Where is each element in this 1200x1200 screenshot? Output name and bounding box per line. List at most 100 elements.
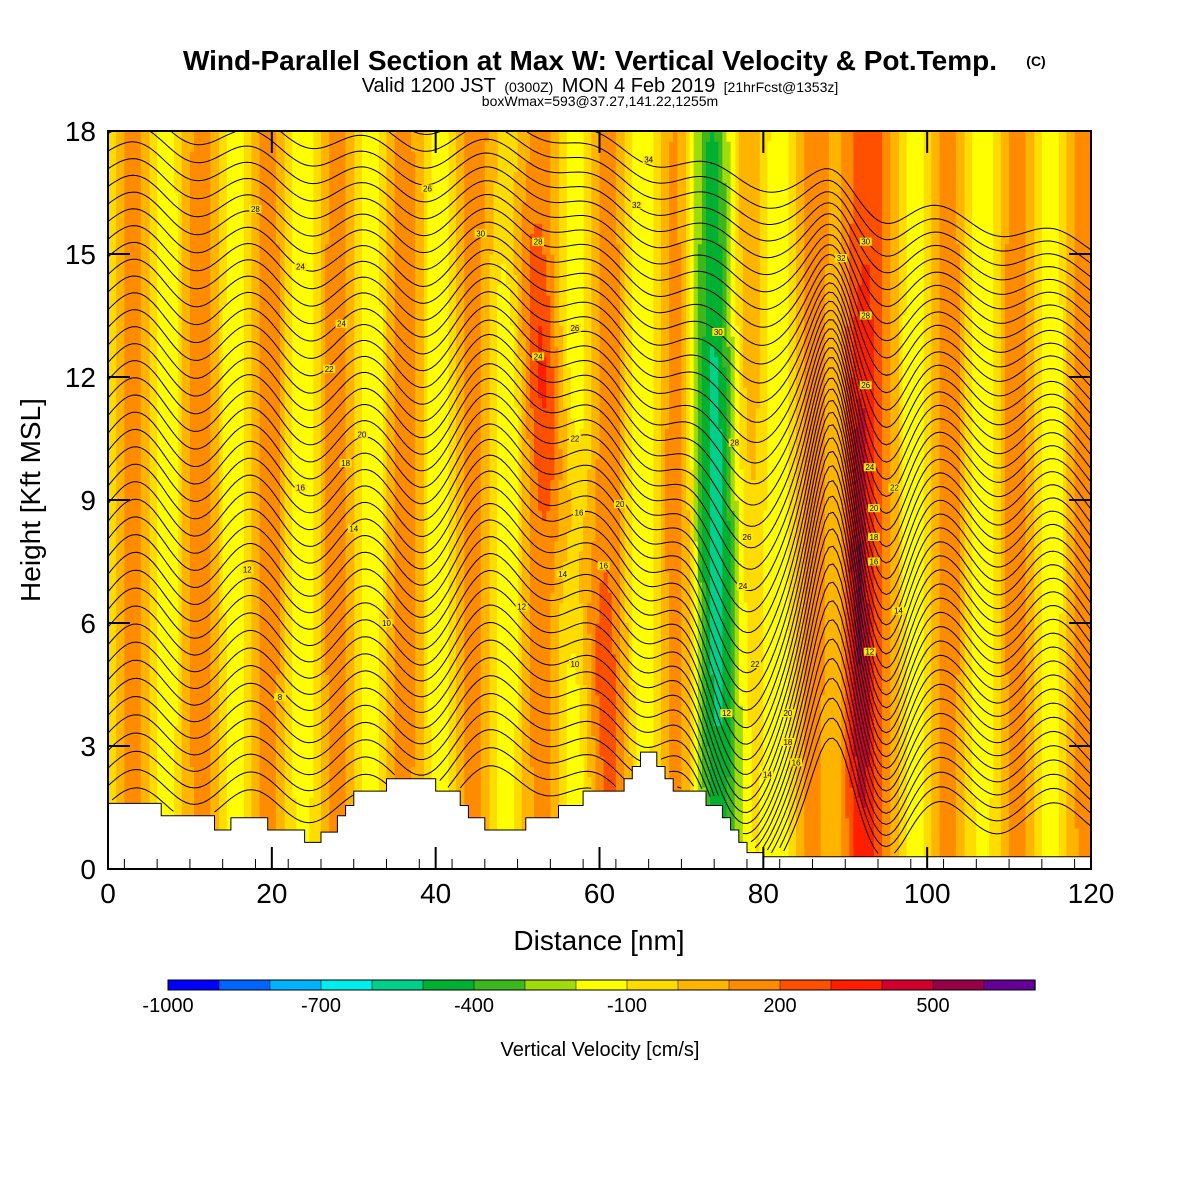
w-cell bbox=[325, 489, 330, 501]
w-cell bbox=[194, 592, 199, 604]
w-cell bbox=[214, 274, 220, 286]
w-cell bbox=[259, 643, 265, 655]
w-cell bbox=[366, 489, 371, 501]
w-cell bbox=[370, 571, 375, 583]
w-cell bbox=[251, 500, 257, 511]
w-cell bbox=[411, 551, 416, 563]
w-cell bbox=[173, 274, 179, 286]
w-cell bbox=[251, 664, 257, 675]
w-cell bbox=[226, 694, 232, 706]
w-cell bbox=[275, 510, 281, 522]
w-cell bbox=[132, 469, 138, 481]
w-cell bbox=[226, 592, 232, 604]
w-cell bbox=[169, 366, 175, 378]
w-cell bbox=[280, 612, 285, 624]
w-cell bbox=[120, 664, 125, 675]
w-cell bbox=[427, 315, 433, 327]
w-cell bbox=[321, 735, 326, 747]
w-cell bbox=[431, 500, 437, 511]
w-cell bbox=[214, 346, 220, 358]
w-cell bbox=[157, 602, 162, 614]
w-cell bbox=[161, 561, 166, 573]
w-cell bbox=[202, 479, 207, 491]
w-cell bbox=[136, 428, 142, 440]
w-cell bbox=[361, 479, 367, 491]
w-cell bbox=[214, 684, 220, 696]
w-cell bbox=[132, 797, 138, 809]
w-cell bbox=[128, 336, 134, 347]
w-cell bbox=[345, 182, 351, 194]
w-cell bbox=[329, 530, 334, 542]
w-cell bbox=[280, 643, 285, 655]
w-cell bbox=[185, 397, 191, 409]
w-cell bbox=[439, 489, 445, 501]
w-cell bbox=[214, 366, 220, 378]
w-cell bbox=[292, 418, 297, 429]
w-cell bbox=[255, 397, 261, 409]
w-cell bbox=[210, 336, 216, 347]
w-cell bbox=[366, 243, 371, 255]
w-cell bbox=[398, 459, 404, 470]
w-cell bbox=[185, 438, 191, 450]
w-cell bbox=[300, 336, 306, 347]
w-cell bbox=[202, 213, 207, 224]
w-cell bbox=[202, 418, 207, 429]
w-cell bbox=[394, 633, 400, 645]
w-cell bbox=[439, 602, 445, 614]
w-cell bbox=[259, 602, 265, 614]
w-cell bbox=[411, 336, 416, 347]
w-cell bbox=[259, 623, 265, 634]
w-cell bbox=[280, 151, 285, 163]
w-cell bbox=[300, 725, 306, 737]
w-cell bbox=[157, 213, 162, 224]
w-cell bbox=[308, 315, 314, 327]
w-cell bbox=[443, 694, 449, 706]
w-cell bbox=[251, 397, 257, 409]
w-cell bbox=[128, 623, 134, 634]
w-cell bbox=[439, 684, 445, 696]
w-cell bbox=[304, 571, 310, 583]
w-cell bbox=[124, 213, 130, 224]
w-cell bbox=[259, 705, 265, 716]
w-cell bbox=[366, 500, 371, 511]
w-cell bbox=[407, 366, 412, 378]
w-cell bbox=[124, 776, 130, 788]
w-cell bbox=[239, 530, 244, 542]
w-cell bbox=[415, 746, 420, 757]
w-cell bbox=[116, 684, 121, 696]
w-cell bbox=[214, 561, 220, 573]
w-cell bbox=[185, 233, 191, 245]
w-cell bbox=[263, 776, 269, 788]
w-cell bbox=[341, 602, 347, 614]
w-cell bbox=[402, 674, 408, 686]
w-cell bbox=[308, 746, 314, 757]
w-cell bbox=[337, 735, 343, 747]
w-cell bbox=[333, 561, 338, 573]
w-cell bbox=[140, 500, 146, 511]
w-cell bbox=[116, 571, 121, 583]
w-cell bbox=[255, 243, 261, 255]
w-cell bbox=[464, 387, 469, 399]
w-cell bbox=[124, 428, 130, 440]
w-cell bbox=[296, 346, 302, 358]
w-cell bbox=[402, 623, 408, 634]
w-cell bbox=[165, 694, 170, 706]
w-cell bbox=[128, 233, 134, 245]
w-cell bbox=[136, 715, 142, 727]
w-cell bbox=[341, 223, 347, 235]
w-cell bbox=[230, 233, 236, 245]
w-cell bbox=[235, 325, 240, 337]
w-cell bbox=[194, 254, 199, 265]
w-cell bbox=[230, 489, 236, 501]
w-cell bbox=[169, 202, 175, 214]
w-cell bbox=[263, 705, 269, 716]
w-cell bbox=[263, 346, 269, 358]
w-cell bbox=[308, 592, 314, 604]
w-cell bbox=[235, 479, 240, 491]
w-cell bbox=[255, 254, 261, 265]
w-cell bbox=[402, 182, 408, 194]
w-cell bbox=[251, 787, 257, 798]
w-cell bbox=[235, 766, 240, 778]
w-cell bbox=[366, 479, 371, 491]
w-cell bbox=[263, 172, 269, 183]
